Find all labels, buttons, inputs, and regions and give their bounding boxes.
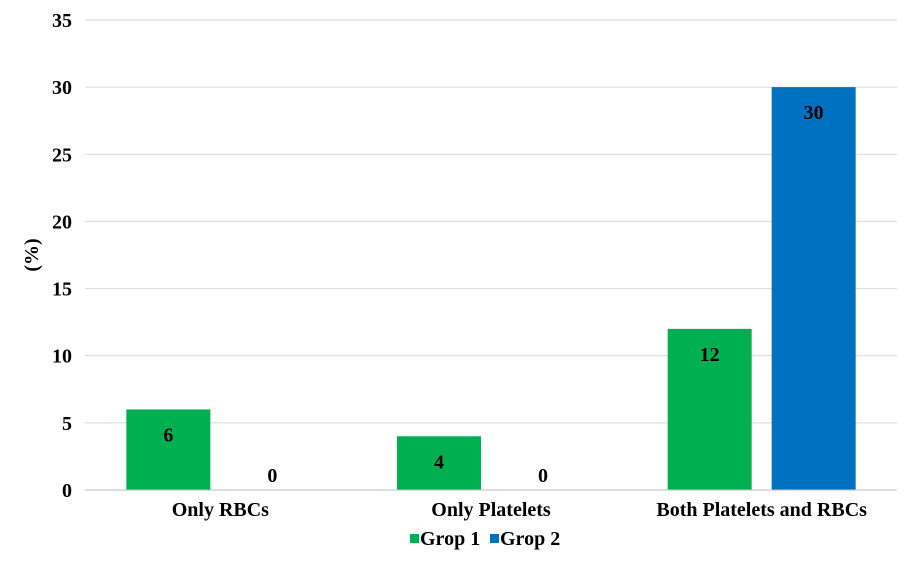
bar (771, 87, 856, 491)
legend-label: Grop 2 (500, 528, 560, 550)
bars (126, 87, 856, 491)
gridlines (85, 19, 897, 424)
bar (397, 436, 481, 490)
x-axis-category-labels: Only RBCs Only Platelets Both Platelets an… (172, 499, 867, 521)
y-tick-label: 15 (52, 279, 72, 301)
x-category-label: Only Platelets (431, 499, 551, 521)
y-tick-label: 10 (52, 346, 72, 368)
y-tick-label: 5 (62, 413, 72, 435)
data-label: 0 (267, 465, 277, 487)
legend-label: Grop 1 (420, 528, 480, 550)
data-labels: 6 0 4 0 12 30 (163, 102, 823, 487)
y-axis-label: (%) (21, 238, 43, 271)
bar (126, 409, 211, 490)
legend-swatch (490, 534, 499, 543)
y-tick-label: 30 (52, 77, 72, 99)
data-label: 12 (700, 344, 720, 366)
data-label: 30 (804, 102, 824, 124)
legend: Grop 1 Grop 2 (410, 528, 560, 550)
data-label: 0 (538, 465, 548, 487)
y-axis-tick-labels: 0 5 10 15 20 25 30 35 (52, 10, 72, 502)
x-category-label: Both Platelets and RBCs (656, 499, 867, 521)
legend-swatch (410, 534, 419, 543)
y-tick-label: 0 (62, 480, 72, 502)
y-tick-label: 25 (52, 144, 72, 166)
bar (667, 328, 752, 490)
x-category-label: Only RBCs (172, 499, 269, 521)
y-tick-label: 20 (52, 211, 72, 233)
data-label: 6 (163, 424, 173, 446)
data-label: 4 (434, 451, 444, 473)
y-tick-label: 35 (52, 10, 72, 32)
